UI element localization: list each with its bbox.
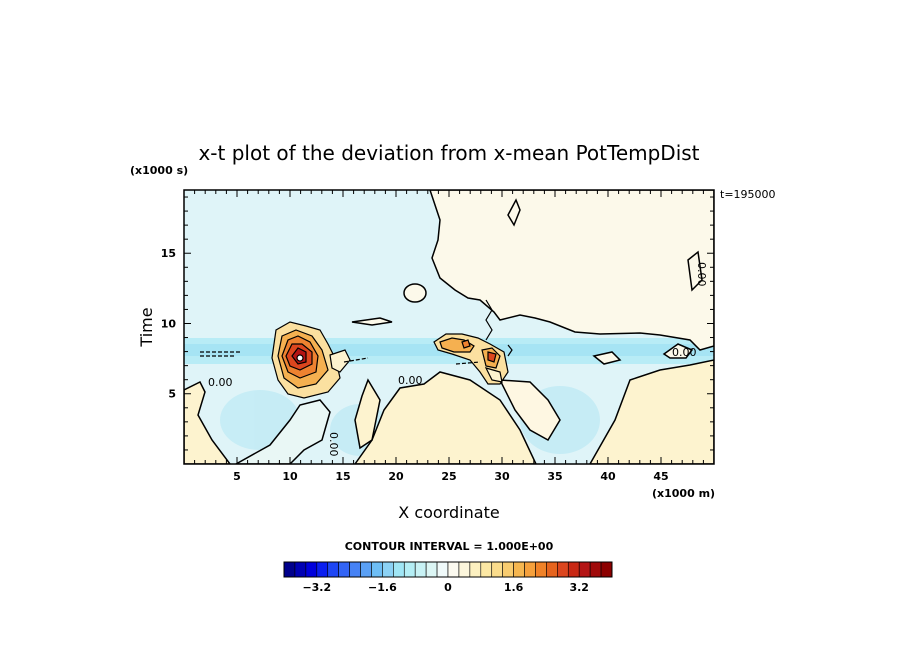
- x-tick-label: 10: [282, 470, 298, 483]
- colorbar-swatch: [414, 561, 427, 578]
- colorbar-swatch: [567, 561, 580, 578]
- colorbar-swatch: [535, 561, 547, 578]
- colorbar-swatch: [502, 561, 514, 578]
- colorbar-swatch: [600, 561, 613, 578]
- colorbar-swatch: [578, 561, 591, 578]
- colorbar-frame: [283, 561, 613, 578]
- colorbar-swatch: [294, 561, 307, 578]
- colorbar-swatch: [425, 561, 438, 578]
- colorbar-tick-label: −3.2: [302, 581, 331, 594]
- x-tick-label: 30: [494, 470, 510, 483]
- small-contours: [351, 198, 703, 365]
- colorbar-swatch: [393, 561, 405, 578]
- contour-interval-label: CONTOUR INTERVAL = 1.000E+00: [345, 540, 554, 553]
- x-tick-label: 5: [233, 470, 241, 483]
- colorbar-tick-label: 3.2: [569, 581, 589, 594]
- colorbar-swatch: [524, 561, 536, 578]
- contour-label: 0.00: [327, 432, 340, 457]
- colorbar-swatch: [546, 561, 558, 578]
- colorbar-tick-label: −1.6: [368, 581, 397, 594]
- x-tick-label: 35: [547, 470, 562, 483]
- y-axis: 5 10 15: [161, 196, 714, 451]
- colorbar-swatch: [447, 561, 460, 578]
- warm-region-upper-right: [429, 190, 714, 351]
- colorbar-swatch: [371, 561, 383, 578]
- colorbar-swatch: [513, 561, 525, 578]
- x-axis: 5 10 15 20 25 30 35 40 45: [194, 190, 704, 483]
- contour-label: 0.00: [398, 374, 423, 387]
- colorbar-swatch: [403, 561, 416, 578]
- x-unit-label: (x1000 m): [652, 487, 715, 500]
- colorbar-swatch: [360, 561, 372, 578]
- y-unit-label: (x1000 s): [130, 164, 188, 177]
- field-layer: 0.00 0.00 0.00 0.00 0.00: [184, 190, 714, 464]
- contour-label: 0.00: [672, 346, 697, 359]
- x-tick-label: 40: [600, 470, 616, 483]
- colorbar-swatch: [480, 561, 493, 578]
- colorbar-swatch: [589, 561, 602, 578]
- colorbar-swatch: [458, 561, 471, 578]
- y-tick-label: 15: [161, 247, 176, 260]
- contour-label: 0.00: [695, 262, 708, 287]
- time-stamp: t=195000: [720, 188, 776, 201]
- chart-title: x-t plot of the deviation from x-mean Po…: [198, 141, 699, 165]
- colorbar-swatch: [382, 561, 394, 578]
- warm-anomaly-left: [271, 321, 351, 399]
- colorbar-swatch: [327, 561, 339, 578]
- x-tick-label: 45: [653, 470, 668, 483]
- y-tick-label: 10: [161, 317, 177, 330]
- colorbar: −3.2 −1.6 0 1.6 3.2: [283, 561, 613, 594]
- warm-anomaly-right: [433, 333, 509, 385]
- colorbar-tick-label: 1.6: [504, 581, 524, 594]
- x-tick-label: 15: [335, 470, 350, 483]
- contour-details: [200, 299, 513, 365]
- x-tick-label: 25: [441, 470, 456, 483]
- colorbar-swatch: [305, 561, 318, 578]
- colorbar-swatch: [283, 561, 296, 578]
- colorbar-swatch: [338, 561, 350, 578]
- x-tick-label: 20: [388, 470, 404, 483]
- y-axis-title: Time: [137, 307, 156, 347]
- contour-label: 0.00: [208, 376, 233, 389]
- colorbar-swatch: [557, 561, 569, 578]
- colorbar-swatch: [491, 561, 503, 578]
- colorbar-swatch: [436, 561, 449, 578]
- warm-lower-regions: [184, 359, 714, 464]
- colorbar-swatch: [469, 561, 482, 578]
- colorbar-tick-label: 0: [444, 581, 452, 594]
- colorbar-swatch: [349, 561, 361, 578]
- colorbar-swatch: [316, 561, 329, 578]
- x-axis-title: X coordinate: [398, 503, 499, 522]
- contour-labels: 0.00 0.00 0.00 0.00 0.00: [208, 262, 708, 457]
- y-tick-label: 5: [168, 388, 176, 401]
